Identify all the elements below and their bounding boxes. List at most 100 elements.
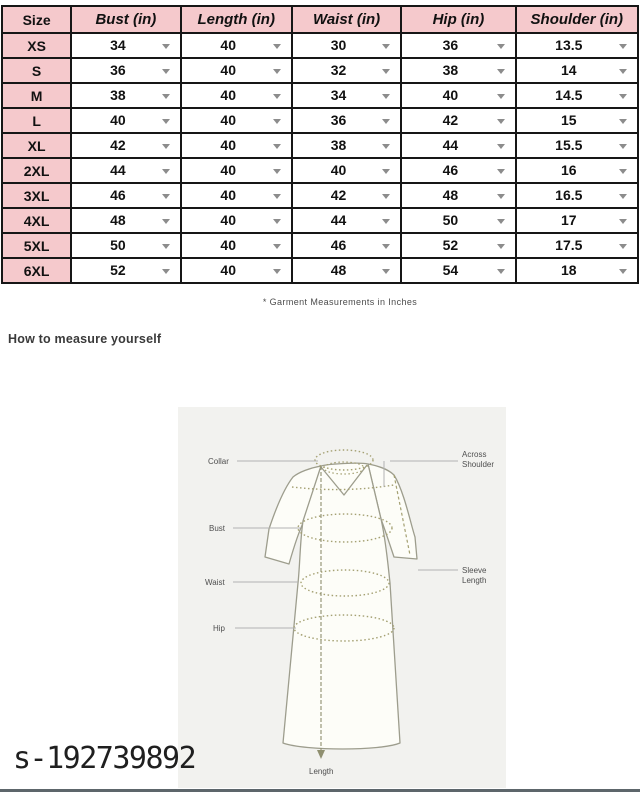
dropdown-arrow-icon[interactable] bbox=[382, 143, 391, 149]
measurement-cell[interactable]: 40 bbox=[179, 257, 293, 284]
measurement-cell[interactable]: 40 bbox=[179, 232, 293, 259]
dropdown-arrow-icon[interactable] bbox=[619, 43, 627, 49]
dropdown-arrow-icon[interactable] bbox=[619, 193, 627, 199]
dropdown-arrow-icon[interactable] bbox=[496, 68, 505, 74]
dropdown-arrow-icon[interactable] bbox=[382, 243, 391, 249]
dropdown-arrow-icon[interactable] bbox=[272, 168, 281, 174]
measurement-cell[interactable]: 40 bbox=[290, 157, 403, 184]
measurement-cell[interactable]: 15 bbox=[514, 107, 640, 134]
measurement-cell[interactable]: 16.5 bbox=[514, 182, 640, 209]
dropdown-arrow-icon[interactable] bbox=[496, 268, 505, 274]
dropdown-arrow-icon[interactable] bbox=[496, 193, 505, 199]
dropdown-arrow-icon[interactable] bbox=[619, 93, 627, 99]
dropdown-arrow-icon[interactable] bbox=[619, 243, 627, 249]
measurement-cell[interactable]: 42 bbox=[290, 182, 403, 209]
dropdown-arrow-icon[interactable] bbox=[619, 118, 627, 124]
measurement-cell[interactable]: 14 bbox=[514, 57, 640, 84]
measurement-cell[interactable]: 44 bbox=[70, 157, 182, 184]
measurement-cell[interactable]: 40 bbox=[179, 82, 293, 109]
measurement-cell[interactable]: 46 bbox=[290, 232, 403, 259]
measurement-cell[interactable]: 52 bbox=[70, 257, 182, 284]
dropdown-arrow-icon[interactable] bbox=[496, 243, 505, 249]
dropdown-arrow-icon[interactable] bbox=[382, 68, 391, 74]
measurement-cell[interactable]: 48 bbox=[400, 182, 517, 209]
dropdown-arrow-icon[interactable] bbox=[161, 218, 170, 224]
measurement-cell[interactable]: 46 bbox=[400, 157, 517, 184]
dropdown-arrow-icon[interactable] bbox=[496, 218, 505, 224]
dropdown-arrow-icon[interactable] bbox=[382, 268, 391, 274]
dropdown-arrow-icon[interactable] bbox=[619, 143, 627, 149]
dropdown-arrow-icon[interactable] bbox=[161, 193, 170, 199]
measurement-cell[interactable]: 54 bbox=[400, 257, 517, 284]
dropdown-arrow-icon[interactable] bbox=[161, 118, 170, 124]
dropdown-arrow-icon[interactable] bbox=[161, 68, 170, 74]
measurement-cell[interactable]: 36 bbox=[400, 32, 517, 59]
dropdown-arrow-icon[interactable] bbox=[619, 218, 627, 224]
measurement-cell[interactable]: 36 bbox=[290, 107, 403, 134]
measurement-cell[interactable]: 34 bbox=[70, 32, 182, 59]
measurement-cell[interactable]: 40 bbox=[179, 157, 293, 184]
measurement-cell[interactable]: 48 bbox=[290, 257, 403, 284]
dropdown-arrow-icon[interactable] bbox=[382, 93, 391, 99]
measurement-cell[interactable]: 48 bbox=[70, 207, 182, 234]
measurement-cell[interactable]: 36 bbox=[70, 57, 182, 84]
measurement-cell[interactable]: 52 bbox=[400, 232, 517, 259]
measurement-cell[interactable]: 44 bbox=[400, 132, 517, 159]
measurement-cell[interactable]: 40 bbox=[400, 82, 517, 109]
dropdown-arrow-icon[interactable] bbox=[382, 43, 391, 49]
measurement-cell[interactable]: 16 bbox=[514, 157, 640, 184]
measurement-cell[interactable]: 17.5 bbox=[514, 232, 640, 259]
measurement-cell[interactable]: 13.5 bbox=[514, 32, 640, 59]
dropdown-arrow-icon[interactable] bbox=[496, 118, 505, 124]
measurement-cell[interactable]: 40 bbox=[179, 107, 293, 134]
measurement-cell[interactable]: 40 bbox=[179, 207, 293, 234]
dropdown-arrow-icon[interactable] bbox=[496, 93, 505, 99]
dropdown-arrow-icon[interactable] bbox=[496, 43, 505, 49]
measurement-cell[interactable]: 40 bbox=[179, 57, 293, 84]
measurement-cell[interactable]: 40 bbox=[70, 107, 182, 134]
dropdown-arrow-icon[interactable] bbox=[619, 168, 627, 174]
dropdown-arrow-icon[interactable] bbox=[382, 218, 391, 224]
measurement-cell[interactable]: 18 bbox=[514, 257, 640, 284]
dropdown-arrow-icon[interactable] bbox=[161, 143, 170, 149]
measurement-cell[interactable]: 34 bbox=[290, 82, 403, 109]
measurement-cell[interactable]: 32 bbox=[290, 57, 403, 84]
dropdown-arrow-icon[interactable] bbox=[161, 168, 170, 174]
measurement-cell[interactable]: 38 bbox=[400, 57, 517, 84]
dropdown-arrow-icon[interactable] bbox=[272, 193, 281, 199]
measurement-cell[interactable]: 40 bbox=[179, 132, 293, 159]
measurement-cell[interactable]: 40 bbox=[179, 32, 293, 59]
dropdown-arrow-icon[interactable] bbox=[496, 143, 505, 149]
measurement-cell[interactable]: 40 bbox=[179, 182, 293, 209]
dropdown-arrow-icon[interactable] bbox=[619, 68, 627, 74]
measurement-cell[interactable]: 38 bbox=[70, 82, 182, 109]
measurement-cell[interactable]: 30 bbox=[290, 32, 403, 59]
measurement-cell[interactable]: 42 bbox=[400, 107, 517, 134]
measurement-cell[interactable]: 42 bbox=[70, 132, 182, 159]
dropdown-arrow-icon[interactable] bbox=[272, 43, 281, 49]
dropdown-arrow-icon[interactable] bbox=[161, 243, 170, 249]
measurement-cell[interactable]: 50 bbox=[70, 232, 182, 259]
dropdown-arrow-icon[interactable] bbox=[161, 93, 170, 99]
dropdown-arrow-icon[interactable] bbox=[382, 193, 391, 199]
dropdown-arrow-icon[interactable] bbox=[272, 93, 281, 99]
dropdown-arrow-icon[interactable] bbox=[382, 168, 391, 174]
measurement-cell[interactable]: 14.5 bbox=[514, 82, 640, 109]
dropdown-arrow-icon[interactable] bbox=[272, 243, 281, 249]
measurement-cell[interactable]: 50 bbox=[400, 207, 517, 234]
measurement-cell[interactable]: 38 bbox=[290, 132, 403, 159]
measurement-cell[interactable]: 15.5 bbox=[514, 132, 640, 159]
dropdown-arrow-icon[interactable] bbox=[272, 143, 281, 149]
dropdown-arrow-icon[interactable] bbox=[272, 268, 281, 274]
dropdown-arrow-icon[interactable] bbox=[619, 268, 627, 274]
dropdown-arrow-icon[interactable] bbox=[272, 68, 281, 74]
dropdown-arrow-icon[interactable] bbox=[272, 218, 281, 224]
dropdown-arrow-icon[interactable] bbox=[161, 43, 170, 49]
dropdown-arrow-icon[interactable] bbox=[382, 118, 391, 124]
measurement-cell[interactable]: 17 bbox=[514, 207, 640, 234]
measurement-cell[interactable]: 46 bbox=[70, 182, 182, 209]
dropdown-arrow-icon[interactable] bbox=[161, 268, 170, 274]
dropdown-arrow-icon[interactable] bbox=[496, 168, 505, 174]
dropdown-arrow-icon[interactable] bbox=[272, 118, 281, 124]
measurement-cell[interactable]: 44 bbox=[290, 207, 403, 234]
